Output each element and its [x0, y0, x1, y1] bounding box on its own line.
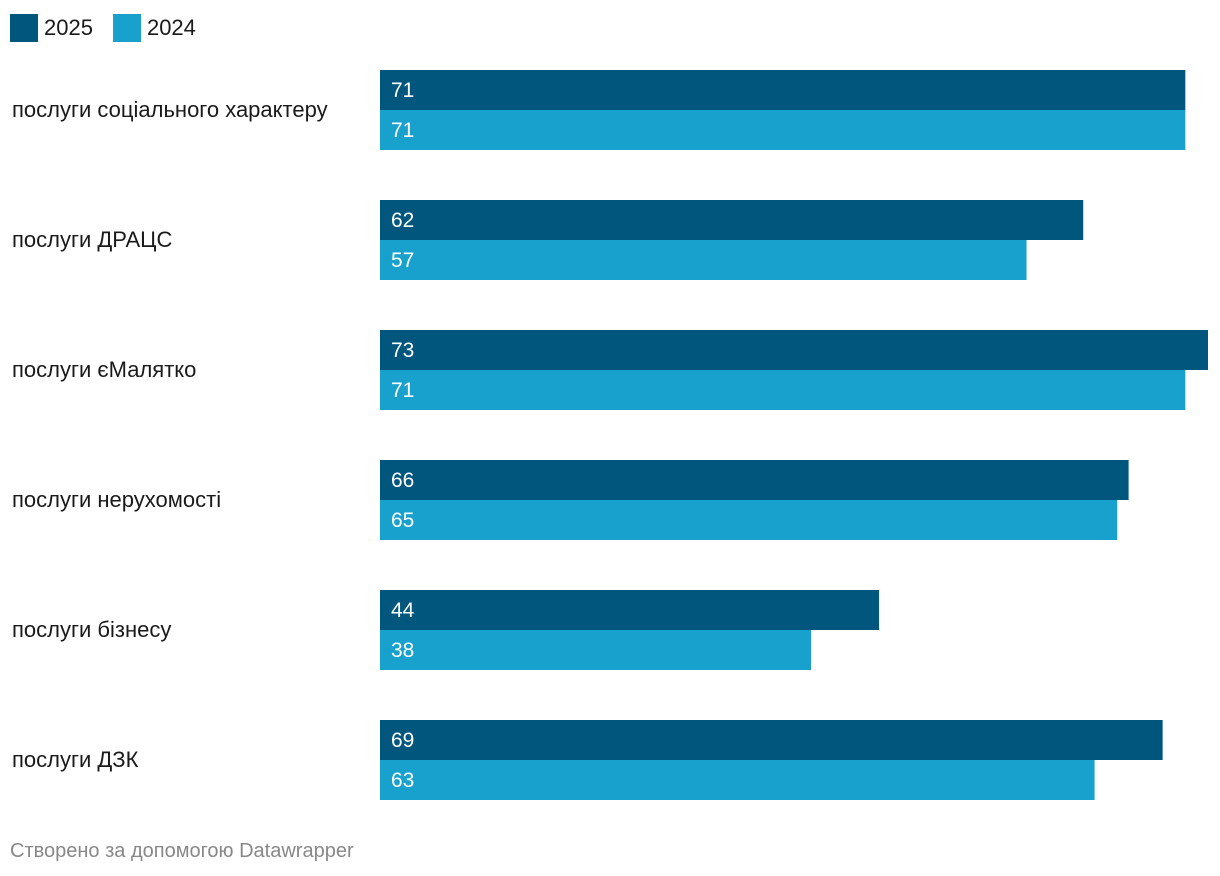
bar-2024 [380, 500, 1118, 540]
value-label-2025: 73 [391, 339, 414, 362]
value-label-2025: 44 [391, 599, 415, 622]
bar-2024 [380, 760, 1095, 800]
category-label: послуги соціального характеру [12, 97, 328, 122]
bar-group: послуги єМалятко 73 71 [12, 330, 1208, 410]
legend-label-2025: 2025 [44, 15, 93, 40]
bar-2025 [380, 330, 1208, 370]
bar-group: послуги ДЗК 69 63 [12, 720, 1163, 800]
bar-2025 [380, 200, 1084, 240]
bar-2025 [380, 590, 880, 630]
category-label: послуги ДРАЦС [12, 227, 172, 252]
legend-label-2024: 2024 [146, 15, 196, 40]
bar-2024 [380, 240, 1027, 280]
legend-item-2025: 2025 [10, 14, 93, 42]
bar-2025 [380, 70, 1186, 110]
bar-2024 [380, 110, 1186, 150]
value-label-2024: 71 [391, 379, 414, 402]
category-label: послуги ДЗК [12, 747, 139, 772]
bar-group: послуги соціального характеру 71 71 [12, 70, 1186, 150]
legend-swatch-2024 [112, 14, 141, 42]
footer-credit: Створено за допомогою Datawrapper [10, 840, 354, 862]
bar-chart: послуги соціального характеру7171послуги… [12, 70, 1208, 800]
bar-group: послуги бізнесу 44 38 [12, 590, 880, 670]
value-label-2024: 57 [391, 249, 414, 272]
value-label-2024: 63 [391, 769, 414, 792]
chart-legend: 2025 2024 [10, 14, 216, 42]
category-label: послуги бізнесу [12, 617, 171, 642]
bar-group: послуги ДРАЦС 62 57 [12, 200, 1084, 280]
value-label-2024: 38 [391, 639, 414, 662]
value-label-2025: 71 [391, 79, 414, 102]
value-label-2025: 62 [391, 209, 414, 232]
bar-2024 [380, 630, 812, 670]
bar-2025 [380, 720, 1163, 760]
value-label-2024: 71 [391, 119, 414, 142]
category-label: послуги єМалятко [12, 357, 196, 382]
bar-group: послуги нерухомості 66 65 [12, 460, 1129, 540]
value-label-2025: 69 [391, 729, 414, 752]
legend-item-2024: 2024 [112, 14, 196, 42]
bar-2025 [380, 460, 1129, 500]
bar-2024 [380, 370, 1186, 410]
value-label-2024: 65 [391, 509, 414, 532]
legend-swatch-2025 [10, 14, 38, 42]
category-label: послуги нерухомості [12, 487, 221, 512]
value-label-2025: 66 [391, 469, 414, 492]
